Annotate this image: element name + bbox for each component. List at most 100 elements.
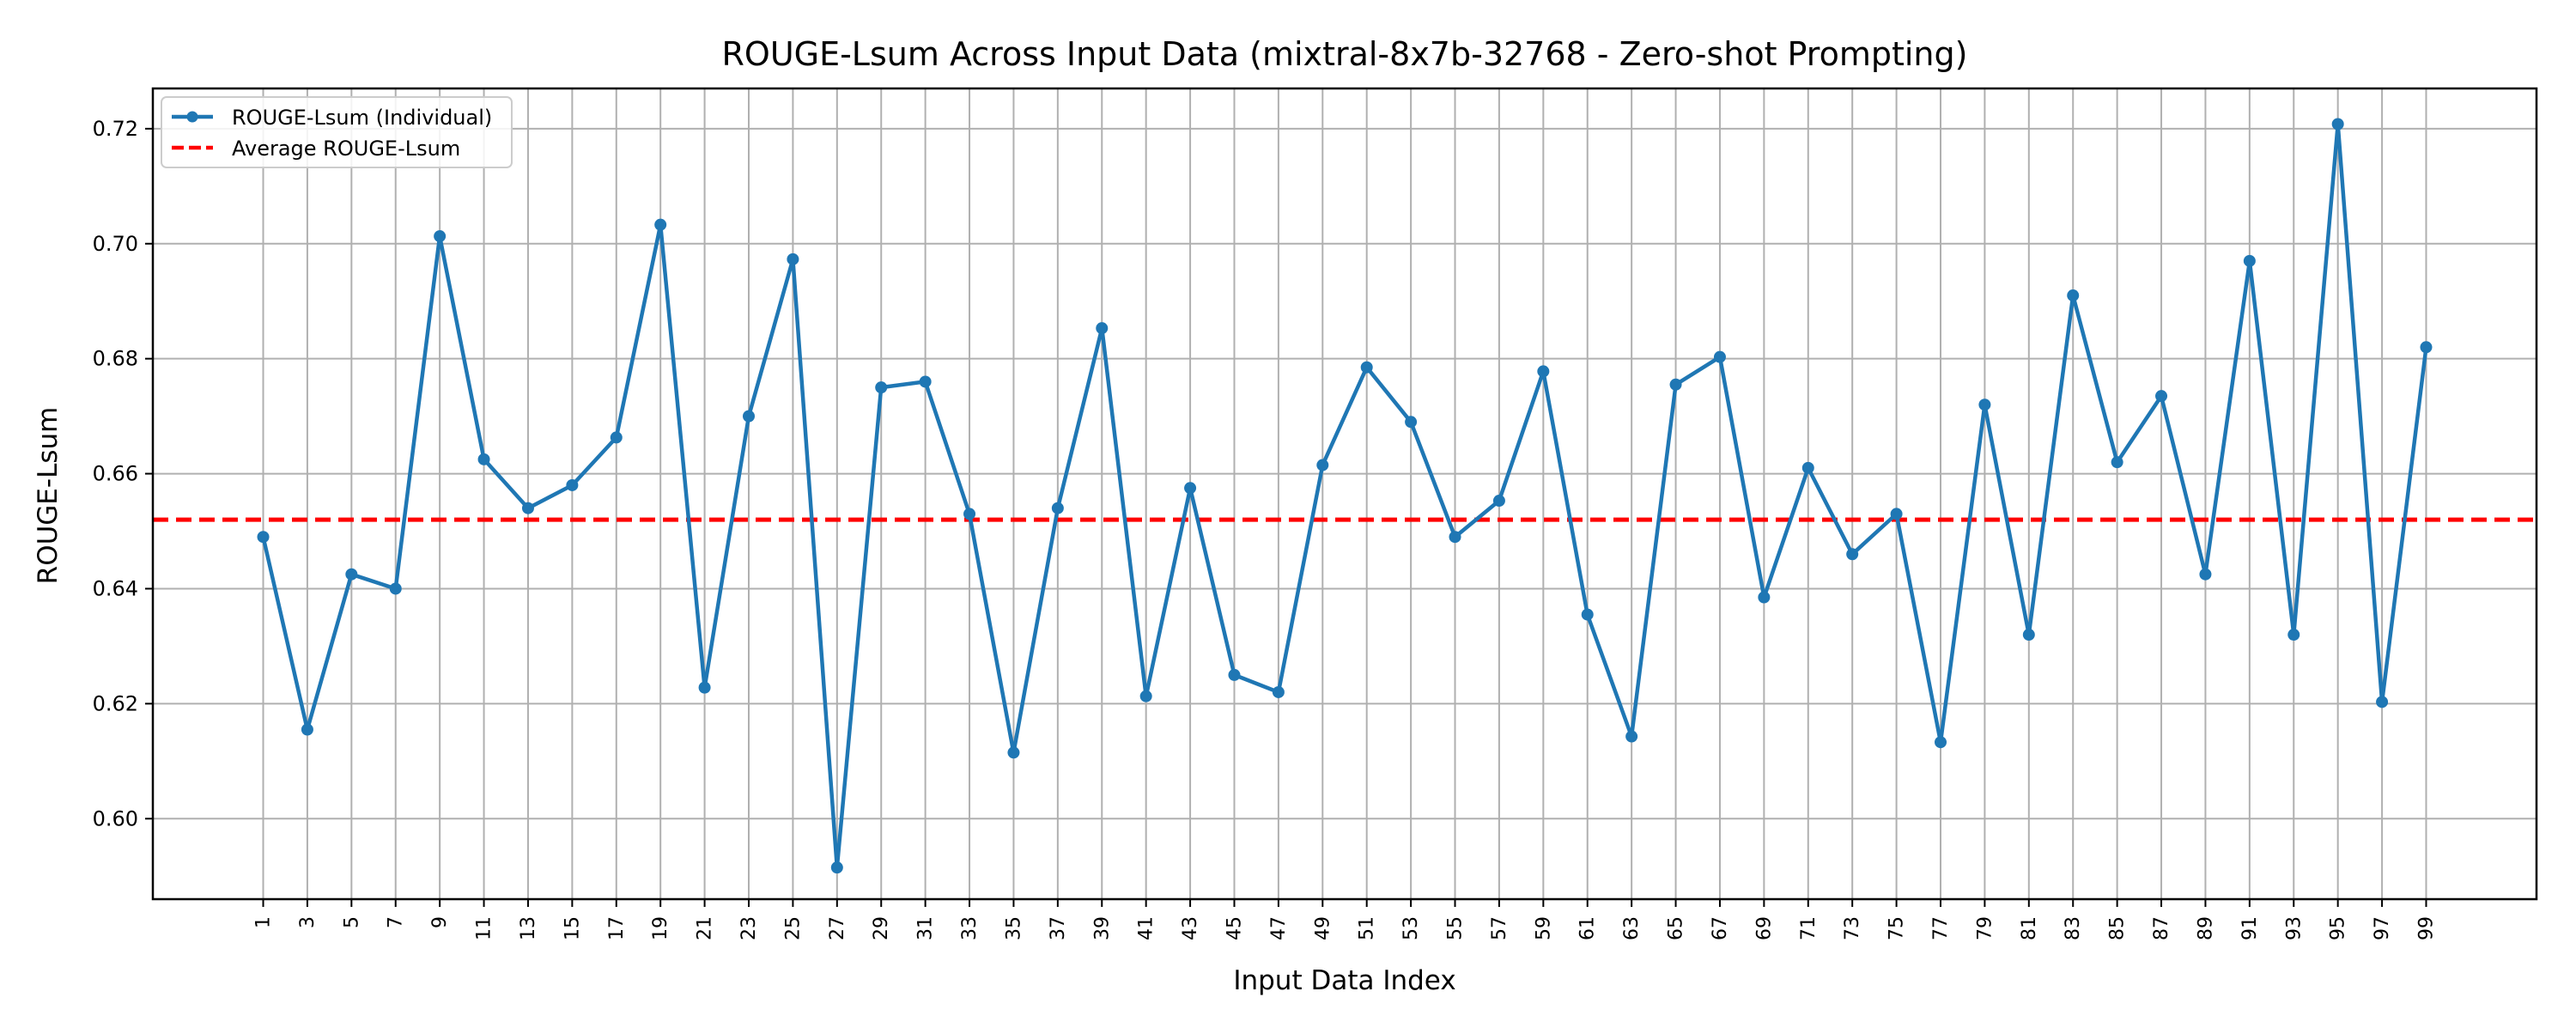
data-point xyxy=(1625,730,1638,743)
legend-individual-marker xyxy=(186,111,198,123)
x-tick-label: 41 xyxy=(1136,916,1157,940)
x-tick-label: 77 xyxy=(1930,916,1952,940)
data-point xyxy=(2376,696,2389,709)
x-tick-label: 21 xyxy=(695,916,716,940)
y-axis-label: ROUGE-Lsum xyxy=(33,407,64,585)
x-tick-label: 27 xyxy=(827,916,848,940)
data-point xyxy=(2155,390,2168,403)
data-point xyxy=(1890,508,1903,520)
data-point xyxy=(1360,361,1373,374)
x-tick-label: 49 xyxy=(1312,916,1334,940)
data-point xyxy=(1007,746,1020,759)
plot-frame xyxy=(151,87,2538,901)
data-point xyxy=(1713,350,1726,363)
x-tick-label: 35 xyxy=(1003,916,1024,940)
y-tick-label: 0.70 xyxy=(93,232,138,256)
x-tick-label: 87 xyxy=(2151,916,2172,940)
x-tick-label: 3 xyxy=(297,916,319,928)
data-point xyxy=(2420,341,2433,354)
x-tick-label: 81 xyxy=(2019,916,2040,940)
data-point xyxy=(830,861,843,874)
x-tick-label: 25 xyxy=(782,916,804,940)
x-tick-label: 85 xyxy=(2107,916,2129,940)
data-point xyxy=(2243,254,2256,267)
x-tick-label: 43 xyxy=(1180,916,1201,940)
x-tick-label: 31 xyxy=(915,916,937,940)
data-point xyxy=(1537,365,1550,378)
data-point xyxy=(654,218,667,231)
data-point xyxy=(2022,629,2035,642)
data-point xyxy=(434,230,447,243)
data-point xyxy=(345,568,358,581)
x-tick-label: 91 xyxy=(2239,916,2261,940)
x-tick-label: 1 xyxy=(253,916,275,928)
x-axis-label: Input Data Index xyxy=(1233,965,1455,996)
x-tick-label: 61 xyxy=(1577,916,1599,940)
series-layer xyxy=(153,118,2537,874)
axis-ticks: 1 3 5 7 9 11 13 15 17 19 21 23 25 27 29 31 33 35 37 39 41 43 4… xyxy=(93,117,2438,940)
x-tick-label: 97 xyxy=(2372,916,2393,940)
legend: ROUGE-Lsum (Individual) Average ROUGE-Ls… xyxy=(161,96,513,168)
x-tick-label: 13 xyxy=(518,916,539,940)
data-point xyxy=(1978,398,1991,411)
data-point xyxy=(1316,459,1329,471)
y-tick-label: 0.62 xyxy=(93,691,138,715)
x-tick-label: 55 xyxy=(1445,916,1467,940)
x-tick-label: 11 xyxy=(474,916,495,940)
data-point xyxy=(1184,482,1197,495)
data-point xyxy=(1272,685,1285,698)
x-tick-label: 93 xyxy=(2283,916,2305,940)
data-point xyxy=(566,478,579,491)
x-tick-label: 57 xyxy=(1489,916,1510,940)
data-point xyxy=(477,453,490,465)
x-tick-label: 89 xyxy=(2195,916,2216,940)
data-point xyxy=(610,431,623,444)
x-tick-label: 59 xyxy=(1533,916,1554,940)
legend-box xyxy=(161,96,513,168)
x-tick-label: 7 xyxy=(386,916,407,928)
x-tick-label: 65 xyxy=(1666,916,1687,940)
data-point xyxy=(301,723,313,736)
y-tick-label: 0.72 xyxy=(93,117,138,141)
data-point xyxy=(698,681,711,694)
data-point xyxy=(257,531,270,544)
data-point xyxy=(1669,378,1682,391)
chart-title: ROUGE-Lsum Across Input Data (mixtral-8x… xyxy=(722,35,1968,73)
data-point xyxy=(875,381,888,394)
data-point xyxy=(1758,591,1771,604)
x-tick-label: 15 xyxy=(562,916,583,940)
data-point xyxy=(1096,322,1109,335)
data-point xyxy=(1492,495,1505,508)
x-tick-label: 79 xyxy=(1974,916,1996,940)
data-point xyxy=(963,508,976,520)
data-point xyxy=(1846,548,1859,561)
x-tick-label: 17 xyxy=(606,916,628,940)
data-point xyxy=(1449,531,1461,544)
data-point xyxy=(1051,502,1064,514)
x-tick-label: 73 xyxy=(1842,916,1863,940)
x-tick-label: 51 xyxy=(1357,916,1378,940)
y-tick-label: 0.66 xyxy=(93,462,138,486)
x-tick-label: 99 xyxy=(2415,916,2437,940)
x-tick-label: 39 xyxy=(1091,916,1113,940)
x-tick-label: 29 xyxy=(871,916,892,940)
legend-individual-label: ROUGE-Lsum (Individual) xyxy=(232,106,492,130)
data-point xyxy=(1405,416,1418,429)
x-tick-label: 75 xyxy=(1886,916,1908,940)
data-point xyxy=(787,252,799,265)
x-tick-label: 83 xyxy=(2063,916,2084,940)
data-point xyxy=(2287,629,2300,642)
x-tick-label: 53 xyxy=(1400,916,1422,940)
x-tick-label: 19 xyxy=(650,916,671,940)
x-tick-label: 33 xyxy=(959,916,981,940)
data-point xyxy=(1139,690,1152,703)
x-tick-label: 9 xyxy=(429,916,451,928)
x-tick-label: 95 xyxy=(2328,916,2349,940)
data-point xyxy=(2331,118,2344,131)
data-point xyxy=(1228,668,1241,681)
data-point xyxy=(389,582,402,595)
y-tick-label: 0.60 xyxy=(93,806,138,830)
data-point xyxy=(1801,461,1814,474)
y-tick-label: 0.64 xyxy=(93,576,138,600)
